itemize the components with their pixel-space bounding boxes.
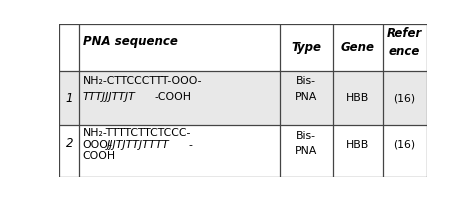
Bar: [59, 125, 427, 177]
Text: HBB: HBB: [346, 140, 369, 150]
Text: Bis-: Bis-: [296, 131, 316, 141]
Text: ence: ence: [389, 45, 420, 58]
Text: OOO-: OOO-: [82, 140, 112, 150]
Text: -COOH: -COOH: [154, 92, 191, 102]
Text: (16): (16): [393, 93, 416, 103]
Text: TTTJJJTTJT: TTTJJJTTJT: [82, 92, 135, 102]
Text: Gene: Gene: [341, 41, 375, 54]
Text: -: -: [188, 140, 192, 150]
Text: HBB: HBB: [346, 93, 369, 103]
Text: PNA: PNA: [295, 146, 318, 156]
Text: Bis-: Bis-: [296, 76, 316, 86]
Text: PNA sequence: PNA sequence: [83, 35, 178, 48]
Text: NH₂-CTTCCCTTT-OOO-: NH₂-CTTCCCTTT-OOO-: [82, 76, 202, 86]
Text: PNA: PNA: [295, 92, 318, 102]
Text: Type: Type: [292, 41, 321, 54]
Text: 2: 2: [65, 137, 73, 150]
Text: COOH: COOH: [82, 151, 116, 161]
Bar: [59, 71, 427, 125]
Text: Refer: Refer: [387, 27, 422, 40]
Text: JJJTJTTJTTTT: JJJTJTTJTTTT: [107, 140, 169, 150]
Text: (16): (16): [393, 140, 416, 150]
Text: NH₂-TTTTCTTCTCCC-: NH₂-TTTTCTTCTCCC-: [82, 128, 191, 139]
Text: 1: 1: [65, 92, 73, 105]
